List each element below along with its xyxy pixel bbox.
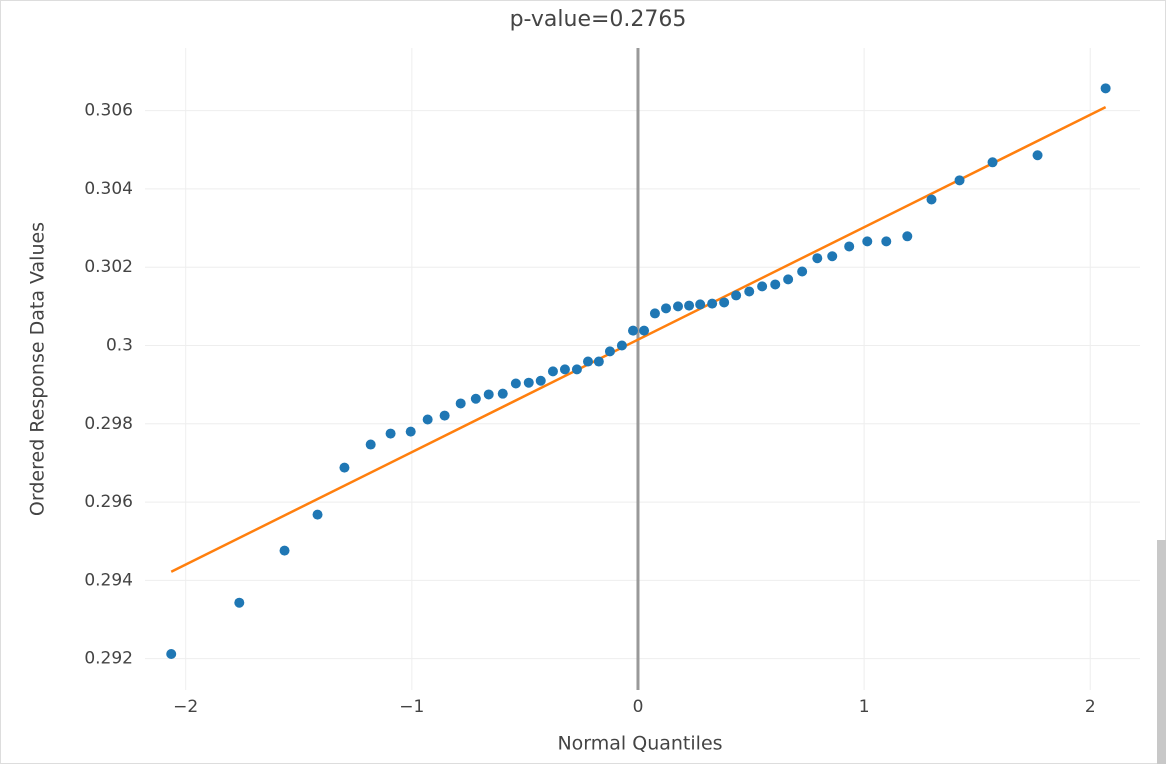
data-point bbox=[844, 241, 855, 252]
data-point bbox=[731, 290, 742, 301]
data-point bbox=[661, 303, 672, 314]
data-point bbox=[881, 236, 892, 247]
data-point bbox=[365, 439, 376, 450]
data-point bbox=[339, 462, 350, 473]
data-point bbox=[234, 597, 245, 608]
data-point bbox=[1100, 83, 1111, 94]
data-point bbox=[695, 299, 706, 310]
y-tick-label: 0.294 bbox=[84, 570, 133, 590]
data-point bbox=[987, 157, 998, 168]
data-point bbox=[926, 194, 937, 205]
data-point bbox=[535, 375, 546, 386]
data-point bbox=[744, 286, 755, 297]
y-tick-label: 0.302 bbox=[84, 257, 133, 277]
data-point bbox=[559, 364, 570, 375]
data-point bbox=[770, 279, 781, 290]
data-point bbox=[405, 426, 416, 437]
data-point bbox=[757, 281, 768, 292]
x-axis-label: Normal Quantiles bbox=[557, 733, 722, 755]
data-point bbox=[684, 300, 695, 311]
data-point bbox=[166, 648, 177, 659]
y-tick-label: 0.304 bbox=[84, 179, 133, 199]
data-point bbox=[510, 378, 521, 389]
x-tick-label: 2 bbox=[1085, 697, 1096, 717]
data-point bbox=[523, 377, 534, 388]
data-point bbox=[902, 231, 913, 242]
data-point bbox=[628, 325, 639, 336]
x-tick-label: 0 bbox=[633, 697, 644, 717]
data-point bbox=[639, 325, 650, 336]
y-tick-label: 0.292 bbox=[84, 649, 133, 669]
y-tick-label: 0.296 bbox=[84, 492, 133, 512]
data-point bbox=[470, 393, 481, 404]
data-point bbox=[649, 308, 660, 319]
x-tick-label: −2 bbox=[173, 697, 198, 717]
data-point bbox=[1032, 150, 1043, 161]
data-point bbox=[673, 301, 684, 312]
data-point bbox=[439, 410, 450, 421]
fit-line bbox=[170, 105, 1107, 573]
data-point bbox=[312, 509, 323, 520]
data-point bbox=[571, 364, 582, 375]
data-point bbox=[616, 340, 627, 351]
data-point bbox=[497, 388, 508, 399]
data-point bbox=[827, 251, 838, 262]
data-point bbox=[604, 346, 615, 357]
data-point bbox=[783, 274, 794, 285]
y-tick-label: 0.298 bbox=[84, 414, 133, 434]
y-axis-label: Ordered Response Data Values bbox=[27, 222, 49, 516]
scrollbar bbox=[1157, 540, 1166, 764]
chart-title: p-value=0.2765 bbox=[510, 7, 687, 32]
data-point bbox=[797, 266, 808, 277]
data-point bbox=[455, 398, 466, 409]
x-tick-label: −1 bbox=[399, 697, 424, 717]
data-point bbox=[954, 175, 965, 186]
data-point bbox=[583, 356, 594, 367]
y-tick-label: 0.3 bbox=[106, 336, 133, 356]
data-point bbox=[707, 298, 718, 309]
data-point bbox=[279, 545, 290, 556]
y-tick-label: 0.306 bbox=[84, 101, 133, 121]
data-point bbox=[862, 236, 873, 247]
data-point bbox=[593, 356, 604, 367]
data-point bbox=[812, 253, 823, 264]
x-tick-label: 1 bbox=[859, 697, 870, 717]
data-point bbox=[483, 389, 494, 400]
data-point bbox=[547, 366, 558, 377]
data-point bbox=[719, 297, 730, 308]
data-point bbox=[385, 428, 396, 439]
data-point bbox=[422, 414, 433, 425]
